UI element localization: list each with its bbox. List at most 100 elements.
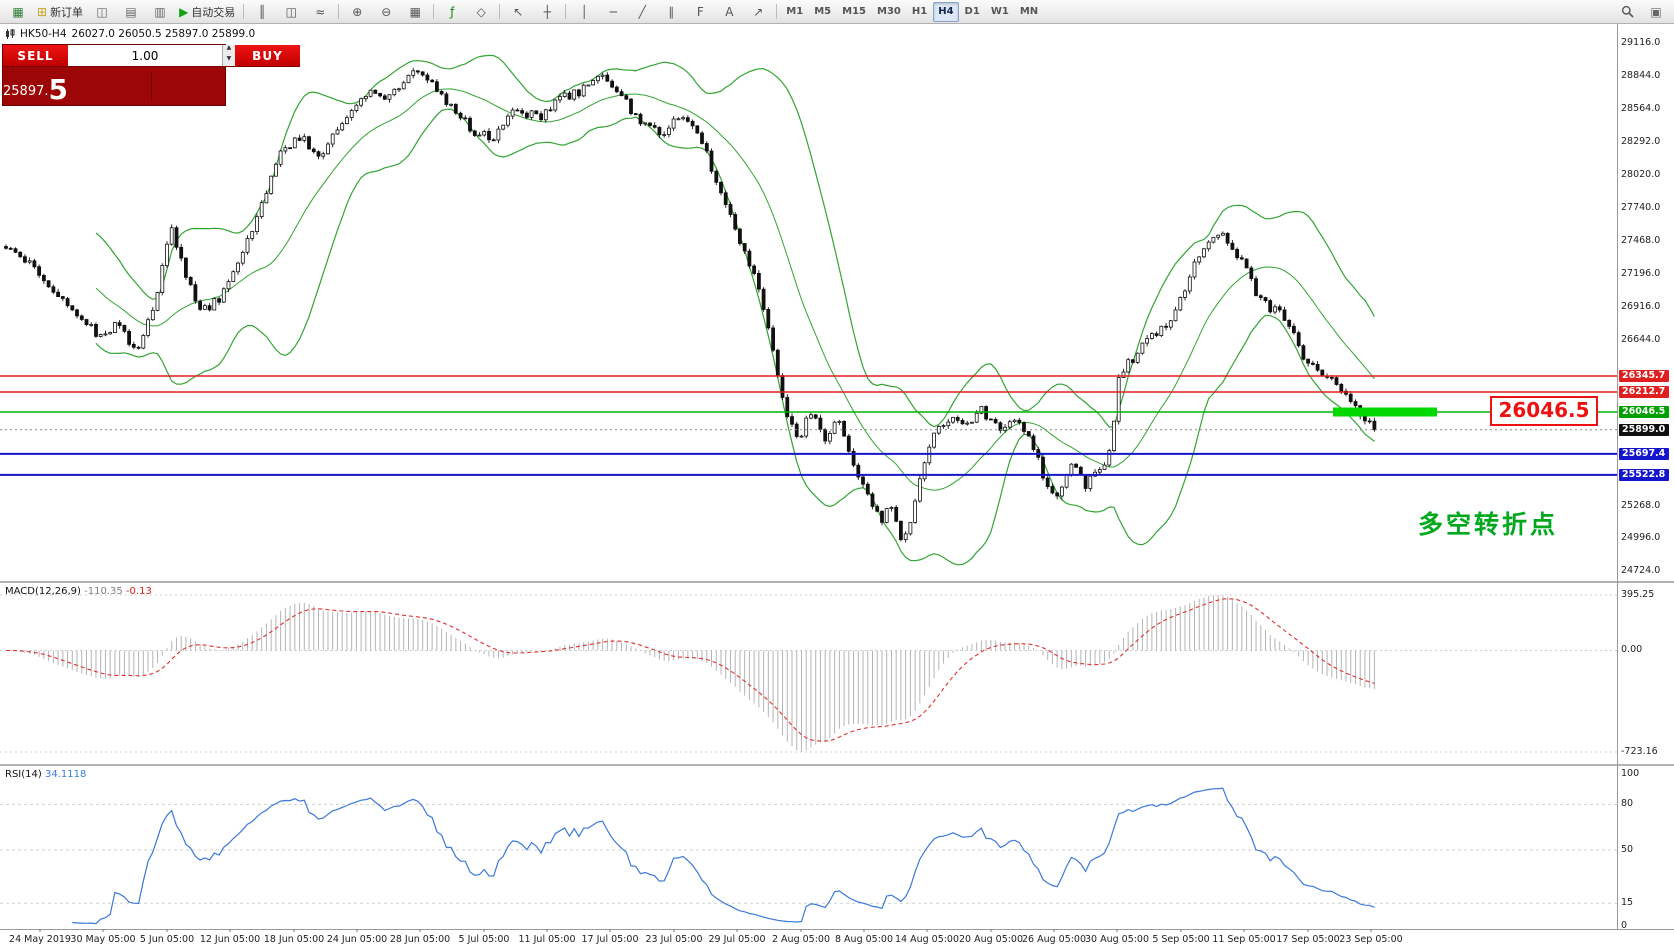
text-label-icon: A <box>725 4 734 19</box>
vertical-line-button[interactable]: │ <box>570 1 598 23</box>
horizontal-line-button[interactable]: ─ <box>599 1 627 23</box>
timeframe-w1-button[interactable]: W1 <box>990 6 1009 17</box>
rsi-value: 34.1118 <box>44 769 87 780</box>
crosshair-button[interactable]: ┼ <box>533 1 561 23</box>
axis-label: 100 <box>1621 768 1640 779</box>
axis-label: -723.16 <box>1621 746 1658 757</box>
tile-windows-button[interactable]: ▦ <box>401 1 429 23</box>
zoom-out-icon: ⊖ <box>381 4 392 19</box>
axis-label: 50 <box>1621 844 1634 855</box>
timeframe-h4-button[interactable]: H4 <box>933 1 959 22</box>
buy-button-label[interactable]: BUY <box>234 45 300 67</box>
axis-label: 25268.0 <box>1621 500 1661 511</box>
horizontal-level-lines[interactable] <box>0 375 1617 476</box>
app-chart-icon-button[interactable]: ▦ <box>4 1 32 23</box>
cursor-icon: ↖ <box>513 4 524 19</box>
data-window-button[interactable]: ▥ <box>146 1 174 23</box>
candlestick-chart-button[interactable]: ◫ <box>277 1 305 23</box>
arrow-object-icon: ↗ <box>753 4 764 19</box>
level-callout-label[interactable]: 26046.5 <box>1490 396 1598 426</box>
time-axis[interactable]: 24 May 2019 30 May 05:00 5 Jun 05:00 12 Jun… <box>0 930 1674 949</box>
axis-label: 27740.0 <box>1621 202 1661 213</box>
chart-annotation-text[interactable]: 多空转折点 <box>1418 510 1559 539</box>
search-icon <box>1621 5 1634 18</box>
data-window-icon: ▥ <box>154 4 166 19</box>
bar-chart-icon: ║ <box>258 4 266 19</box>
text-label-button[interactable]: A <box>715 1 743 23</box>
trendline-icon: ╱ <box>638 4 646 19</box>
time-axis-label: 24 Jun 05:00 <box>326 934 388 945</box>
new-order-button[interactable]: ⊞ 新订单 <box>33 1 87 23</box>
autotrading-button-label: 自动交易 <box>191 5 236 19</box>
fibonacci-button[interactable]: F <box>686 1 714 23</box>
indicators-button[interactable]: ƒ <box>438 1 466 23</box>
volume-up-icon[interactable]: ▲ <box>226 44 232 51</box>
market-watch-icon: ▤ <box>125 4 137 19</box>
macd-signal-line <box>6 598 1375 742</box>
macd-label: MACD(12,26,9) <box>5 586 81 597</box>
price-axis[interactable]: 29116.0 28844.0 28564.0 28292.0 28020.0 27740… <box>1618 24 1674 931</box>
line-chart-icon: ≈ <box>315 4 326 19</box>
cursor-button[interactable]: ↖ <box>504 1 532 23</box>
timeframe-m1-button[interactable]: M1 <box>786 6 804 17</box>
objects-button[interactable]: ◇ <box>467 1 495 23</box>
timeframe-m5-button[interactable]: M5 <box>814 6 832 17</box>
chart-type-icon <box>6 29 15 39</box>
bar-chart-button[interactable]: ║ <box>248 1 276 23</box>
axis-label: 0 <box>1621 920 1628 931</box>
autotrading-button[interactable]: ▶ 自动交易 <box>175 1 239 23</box>
time-axis-label: 17 Sep 05:00 <box>1276 934 1340 945</box>
time-axis-label: 8 Aug 05:00 <box>834 934 894 945</box>
alerts-icon: ▣ <box>1650 4 1662 19</box>
horizontal-line-icon: ─ <box>609 4 617 19</box>
macd-indicator-header: MACD(12,26,9) -110.35 -0.13 <box>5 586 152 597</box>
macd-main-value: -110.35 <box>84 586 123 597</box>
fibonacci-icon: F <box>696 4 704 19</box>
timeframe-h1-button[interactable]: H1 <box>911 6 928 17</box>
line-chart-button[interactable]: ≈ <box>306 1 334 23</box>
axis-label: 15 <box>1621 897 1634 908</box>
symbol-name: HK50-H4 <box>20 28 67 40</box>
sell-price-prefix: 25897. <box>3 84 49 99</box>
macd-histogram <box>14 595 1375 752</box>
time-axis-label: 17 Jul 05:00 <box>581 934 639 945</box>
timeframe-m15-button[interactable]: M15 <box>842 6 867 17</box>
buy-button[interactable]: BUY 25910. 5 <box>234 45 300 105</box>
axis-label: 26916.0 <box>1621 301 1661 312</box>
alerts-button[interactable]: ▣ <box>1642 1 1670 23</box>
time-axis-label: 5 Sep 05:00 <box>1152 934 1210 945</box>
market-watch-button[interactable]: ▤ <box>117 1 145 23</box>
candlestick-series <box>4 67 1377 543</box>
trendline-button[interactable]: ╱ <box>628 1 656 23</box>
timeframe-m30-button[interactable]: M30 <box>877 6 901 17</box>
chart-windows-button[interactable]: ◫ <box>88 1 116 23</box>
time-axis-label: 11 Jul 05:00 <box>518 934 576 945</box>
chart-windows-icon: ◫ <box>96 4 108 19</box>
buy-price: 25910. 5 <box>235 67 300 105</box>
arrow-object-button[interactable]: ↗ <box>744 1 772 23</box>
ohlc-values: 26027.0 26050.5 25897.0 25899.0 <box>71 28 256 40</box>
volume-down-icon[interactable]: ▼ <box>226 54 232 62</box>
toolbar-separator <box>243 4 245 19</box>
bollinger-bands <box>95 54 1375 566</box>
volume-input[interactable] <box>67 45 222 66</box>
time-axis-label: 12 Jun 05:00 <box>199 934 261 945</box>
sell-button[interactable]: SELL 25897. 5 <box>3 45 68 105</box>
sell-price-big-digit: 5 <box>48 72 68 106</box>
sell-button-label[interactable]: SELL <box>3 45 68 67</box>
time-axis-label: 5 Jun 05:00 <box>139 934 195 945</box>
timeframe-mn-button[interactable]: MN <box>1019 6 1039 17</box>
time-axis-label: 18 Jun 05:00 <box>263 934 325 945</box>
zoom-out-button[interactable]: ⊖ <box>372 1 400 23</box>
rsi-indicator-header: RSI(14) 34.1118 <box>5 769 86 780</box>
axis-label: 28292.0 <box>1621 136 1661 147</box>
search-button[interactable] <box>1613 1 1641 23</box>
time-axis-label: 5 Jul 05:00 <box>458 934 510 945</box>
axis-label: 27196.0 <box>1621 268 1661 279</box>
zoom-in-button[interactable]: ⊕ <box>343 1 371 23</box>
volume-spinner[interactable]: ▲ ▼ <box>221 44 235 66</box>
axis-label: 24996.0 <box>1621 532 1661 543</box>
timeframe-d1-button[interactable]: D1 <box>964 6 980 17</box>
equidistant-channel-button[interactable]: ∥ <box>657 1 685 23</box>
